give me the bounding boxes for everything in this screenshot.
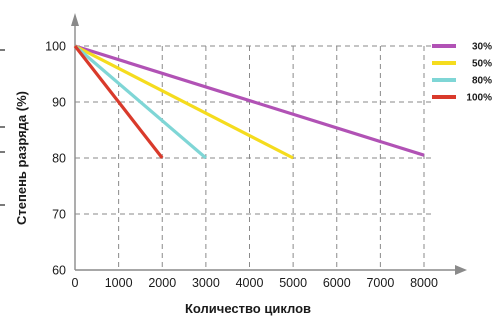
x-tick-label: 5000 xyxy=(279,276,307,290)
legend-label: 100% xyxy=(466,93,492,104)
axes xyxy=(0,13,467,275)
y-tick-label: 60 xyxy=(52,264,66,278)
legend: 30% 50% 80% 100% xyxy=(432,42,492,104)
y-tick-label: 80 xyxy=(52,152,66,166)
x-tick-label: 4000 xyxy=(236,276,264,290)
grid xyxy=(75,45,432,270)
legend-label: 50% xyxy=(472,59,492,70)
x-tick-label: 0 xyxy=(72,276,79,290)
series-line-50pct xyxy=(74,44,294,160)
x-tick-label: 6000 xyxy=(323,276,351,290)
y-axis-arrow xyxy=(71,13,79,26)
x-tick-label: 8000 xyxy=(410,276,438,290)
y-tick-label: 90 xyxy=(52,96,66,110)
y-axis-label: Степень разряда (%) xyxy=(14,91,29,225)
x-tick-label: 3000 xyxy=(192,276,220,290)
series-line-30pct xyxy=(74,44,425,157)
legend-label: 30% xyxy=(472,42,492,53)
series-line-100pct xyxy=(73,45,164,159)
series-line-80pct xyxy=(73,44,207,160)
legend-label: 80% xyxy=(472,76,492,87)
x-tick-label: 1000 xyxy=(105,276,133,290)
x-tick-label: 2000 xyxy=(148,276,176,290)
series-lines xyxy=(73,44,425,160)
x-axis-label: Количество циклов xyxy=(185,301,311,316)
x-tick-label: 7000 xyxy=(366,276,394,290)
y-tick-label: 70 xyxy=(52,208,66,222)
x-axis-arrow xyxy=(455,265,467,275)
y-tick-label: 100 xyxy=(45,40,66,54)
tick-labels: 0 1000 2000 3000 4000 5000 6000 7000 8000 60 70 80 9… xyxy=(45,40,438,291)
